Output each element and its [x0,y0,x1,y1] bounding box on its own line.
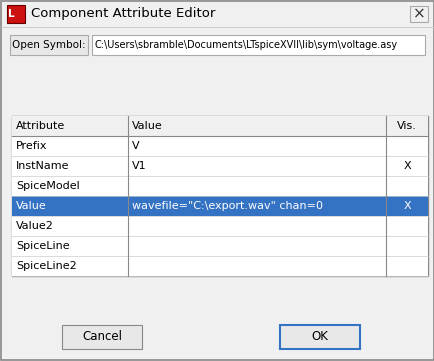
Text: Attribute: Attribute [16,121,65,131]
Bar [12,176,427,196]
Text: SpiceLine2: SpiceLine2 [16,261,76,271]
Text: V1: V1 [132,161,146,171]
Bar [12,156,427,176]
Bar [12,116,427,136]
Bar [12,116,427,276]
Text: InstName: InstName [16,161,69,171]
Text: SpiceModel: SpiceModel [16,181,79,191]
Text: Cancel: Cancel [82,331,122,344]
Text: Component Attribute Editor: Component Attribute Editor [31,8,215,21]
Text: C:\Users\sbramble\Documents\LTspiceXVII\lib\sym\voltage.asy: C:\Users\sbramble\Documents\LTspiceXVII\… [95,40,397,50]
Bar [10,35,88,55]
Text: Value: Value [16,201,46,211]
Text: Open Symbol:: Open Symbol: [12,40,85,50]
Text: Vis.: Vis. [396,121,416,131]
Text: V: V [132,141,139,151]
Bar [12,256,427,276]
Bar [92,35,424,55]
Bar [12,216,427,236]
Bar [12,196,427,216]
Text: ×: × [412,6,424,22]
Text: SpiceLine: SpiceLine [16,241,69,251]
Text: Prefix: Prefix [16,141,47,151]
Text: Value2: Value2 [16,221,54,231]
Text: L: L [9,9,15,19]
Bar [409,6,427,22]
Bar [62,325,141,349]
Bar [279,325,359,349]
Text: Value: Value [132,121,162,131]
Bar [7,5,25,23]
Bar [12,236,427,256]
Text: X: X [402,201,410,211]
Bar [12,136,427,156]
Text: OK: OK [311,331,328,344]
Text: X: X [402,161,410,171]
Text: wavefile="C:\export.wav" chan=0: wavefile="C:\export.wav" chan=0 [132,201,322,211]
